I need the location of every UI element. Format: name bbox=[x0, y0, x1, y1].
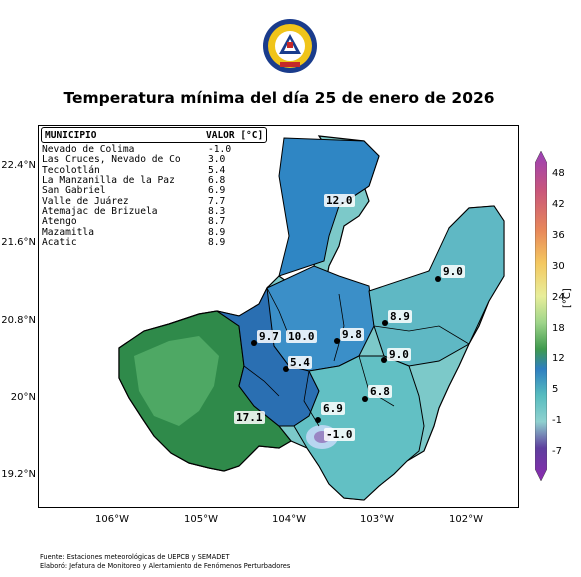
x-tick-label: 103°W bbox=[360, 514, 394, 525]
map-value-label: 6.8 bbox=[368, 385, 392, 398]
map-value-label: 10.0 bbox=[286, 330, 317, 343]
station-dot bbox=[283, 366, 289, 372]
municipio-value: 6.9 bbox=[208, 185, 226, 197]
municipio-value: 7.7 bbox=[208, 195, 226, 207]
table-header-municipio: MUNICIPIO bbox=[45, 130, 97, 141]
x-tick-label: 106°W bbox=[95, 514, 129, 525]
municipio-name: Acatic bbox=[42, 237, 77, 249]
map-value-label: 12.0 bbox=[324, 194, 355, 207]
municipio-name: Atengo bbox=[42, 216, 77, 228]
municipio-name: Las Cruces, Nevado de Co bbox=[42, 154, 181, 166]
table-header-valor: VALOR [°C] bbox=[206, 130, 264, 141]
station-dot bbox=[435, 276, 441, 282]
colorbar-tick-label: -7 bbox=[552, 446, 562, 457]
municipio-value: 8.3 bbox=[208, 206, 226, 218]
y-tick-label: 20°N bbox=[10, 392, 36, 403]
station-dot bbox=[382, 320, 388, 326]
municipio-value: 8.9 bbox=[208, 237, 226, 249]
municipio-value: 6.8 bbox=[208, 175, 226, 187]
municipio-name: Mazamitla bbox=[42, 226, 94, 238]
map-value-label: 9.0 bbox=[441, 265, 465, 278]
y-tick-label: 19.2°N bbox=[1, 469, 36, 480]
municipio-value: 5.4 bbox=[208, 164, 226, 176]
municipio-name: Atemajac de Brizuela bbox=[42, 206, 158, 218]
colorbar-tick-label: 36 bbox=[552, 230, 565, 241]
table-row: Atemajac de Brizuela 8.3 bbox=[42, 206, 242, 218]
municipio-name: La Manzanilla de la Paz bbox=[42, 175, 175, 187]
y-tick-label: 22.4°N bbox=[1, 160, 36, 171]
map-value-label: 9.0 bbox=[387, 348, 411, 361]
colorbar-unit: [°C] bbox=[562, 288, 573, 308]
table-row: Las Cruces, Nevado de Co 3.0 bbox=[42, 154, 242, 166]
temperature-colorbar bbox=[535, 151, 547, 481]
table-row: Mazamitla 8.9 bbox=[42, 226, 242, 238]
table-row: Nevado de Colima -1.0 bbox=[42, 144, 242, 155]
station-dot bbox=[334, 338, 340, 344]
map-value-label: 8.9 bbox=[388, 310, 412, 323]
municipio-value: -1.0 bbox=[208, 144, 232, 155]
colorbar-tick-label: 12 bbox=[552, 353, 565, 364]
colorbar-tick-label: 24 bbox=[552, 292, 565, 303]
station-dot bbox=[315, 417, 321, 423]
station-dot bbox=[381, 357, 387, 363]
station-dot bbox=[251, 340, 257, 346]
civil-protection-seal-icon bbox=[263, 19, 317, 73]
map-value-label: -1.0 bbox=[324, 428, 355, 441]
municipio-name: San Gabriel bbox=[42, 185, 106, 197]
y-tick-label: 21.6°N bbox=[1, 237, 36, 248]
map-value-label: 6.9 bbox=[321, 402, 345, 415]
x-tick-label: 105°W bbox=[184, 514, 218, 525]
colorbar-tick-label: 5 bbox=[552, 384, 559, 395]
station-table-header: MUNICIPIO VALOR [°C] bbox=[41, 127, 267, 143]
map-value-label: 17.1 bbox=[234, 411, 265, 424]
table-row: Atengo 8.7 bbox=[42, 216, 242, 228]
municipio-name: Valle de Juárez bbox=[42, 195, 129, 207]
table-row: Acatic 8.9 bbox=[42, 237, 242, 249]
x-tick-label: 104°W bbox=[272, 514, 306, 525]
footer-author: Elaboró: Jefatura de Monitoreo y Alertam… bbox=[40, 562, 291, 570]
municipio-name: Nevado de Colima bbox=[42, 144, 135, 155]
table-row: La Manzanilla de la Paz 6.8 bbox=[42, 175, 242, 187]
map-value-label: 9.8 bbox=[340, 328, 364, 341]
station-dot bbox=[362, 396, 368, 402]
table-row: Tecolotlán 5.4 bbox=[42, 164, 242, 176]
municipio-name: Tecolotlán bbox=[42, 164, 100, 176]
map-value-label: 9.7 bbox=[257, 330, 281, 343]
colorbar-tick-label: 42 bbox=[552, 199, 565, 210]
table-row: San Gabriel 6.9 bbox=[42, 185, 242, 197]
x-tick-label: 102°W bbox=[449, 514, 483, 525]
colorbar-tick-label: 48 bbox=[552, 168, 565, 179]
colorbar-tick-label: 18 bbox=[552, 323, 565, 334]
map-title: Temperatura mínima del día 25 de enero d… bbox=[63, 89, 495, 107]
colorbar-tick-label: 30 bbox=[552, 261, 565, 272]
station-table: Nevado de Colima -1.0 Las Cruces, Nevado … bbox=[42, 144, 242, 249]
footer-source: Fuente: Estaciones meteorológicas de UEP… bbox=[40, 553, 230, 561]
municipio-value: 3.0 bbox=[208, 154, 226, 166]
map-value-label: 5.4 bbox=[288, 356, 312, 369]
y-tick-label: 20.8°N bbox=[1, 315, 36, 326]
map-frame[interactable]: MUNICIPIO VALOR [°C] Nevado de Colima -1.… bbox=[38, 125, 519, 508]
table-row: Valle de Juárez 7.7 bbox=[42, 195, 242, 207]
colorbar-tick-label: -1 bbox=[552, 415, 562, 426]
municipio-value: 8.9 bbox=[208, 226, 226, 238]
municipio-value: 8.7 bbox=[208, 216, 226, 228]
